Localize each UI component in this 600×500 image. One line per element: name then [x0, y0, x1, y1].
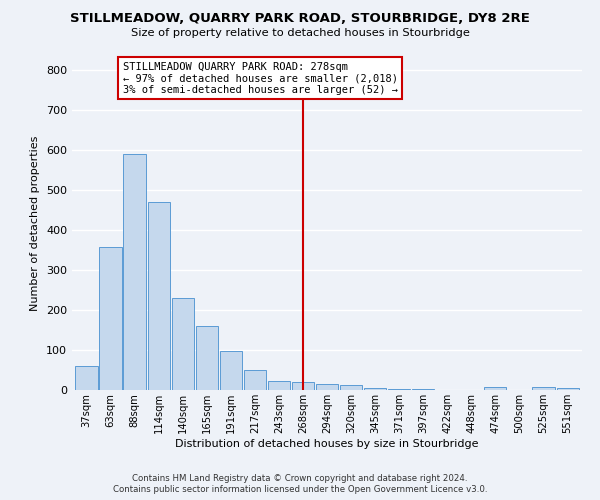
Y-axis label: Number of detached properties: Number of detached properties	[31, 136, 40, 312]
Bar	[557, 388, 578, 390]
Bar	[388, 389, 410, 390]
Bar	[220, 350, 242, 390]
Bar	[268, 381, 290, 390]
Bar	[148, 202, 170, 390]
Bar	[244, 370, 266, 390]
Bar	[532, 387, 554, 390]
Text: Size of property relative to detached houses in Stourbridge: Size of property relative to detached ho…	[131, 28, 469, 38]
Bar	[76, 366, 98, 390]
Bar	[412, 389, 434, 390]
Bar	[340, 385, 362, 390]
X-axis label: Distribution of detached houses by size in Stourbridge: Distribution of detached houses by size …	[175, 438, 479, 448]
Bar	[100, 247, 122, 390]
Text: Contains HM Land Registry data © Crown copyright and database right 2024.
Contai: Contains HM Land Registry data © Crown c…	[113, 474, 487, 494]
Text: STILLMEADOW, QUARRY PARK ROAD, STOURBRIDGE, DY8 2RE: STILLMEADOW, QUARRY PARK ROAD, STOURBRID…	[70, 12, 530, 26]
Bar	[292, 382, 314, 390]
Bar	[124, 154, 146, 390]
Bar	[172, 298, 194, 390]
Bar	[316, 384, 338, 390]
Bar	[196, 326, 218, 390]
Text: STILLMEADOW QUARRY PARK ROAD: 278sqm
← 97% of detached houses are smaller (2,018: STILLMEADOW QUARRY PARK ROAD: 278sqm ← 9…	[122, 62, 398, 94]
Bar	[364, 388, 386, 390]
Bar	[484, 387, 506, 390]
